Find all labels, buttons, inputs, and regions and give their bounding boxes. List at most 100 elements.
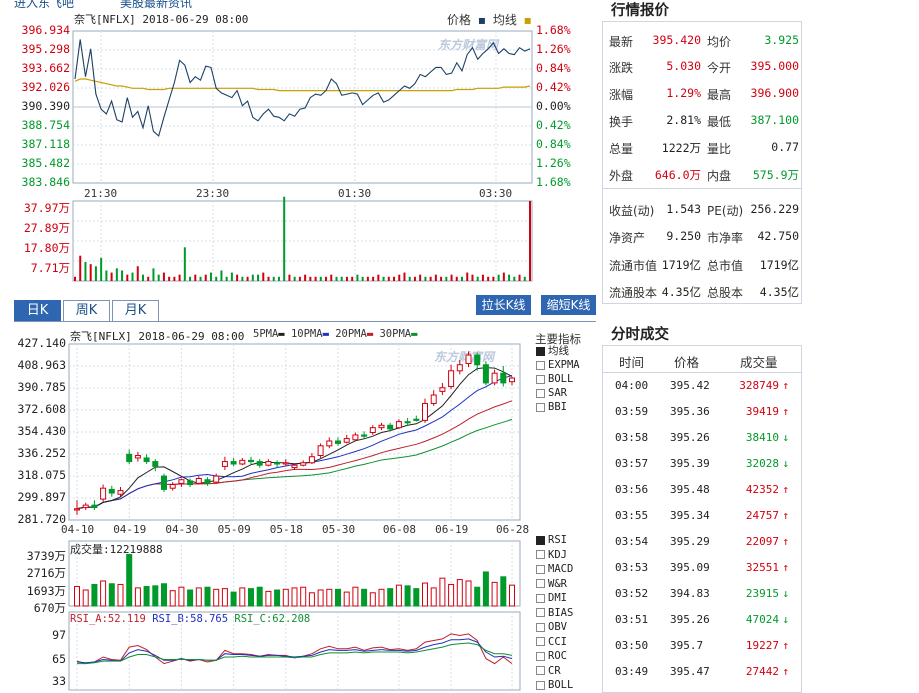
sub-indicator-checkbox[interactable] [536, 593, 545, 603]
intraday-volume-bar [492, 276, 495, 281]
indicator-checkbox[interactable] [536, 360, 545, 370]
kline-volume-bar [248, 588, 254, 607]
intraday-volume-bar [372, 276, 375, 281]
kline-rsi-tick: 97 [52, 628, 66, 642]
intraday-volume-bar [445, 276, 448, 281]
kline-volume-bar [361, 588, 368, 607]
sub-indicator-option[interactable]: BIAS [536, 607, 573, 621]
tab-weekly-k[interactable]: 周K [63, 300, 110, 322]
arrow-up-icon: ↑ [782, 535, 789, 548]
sub-indicator-checkbox[interactable] [536, 535, 545, 545]
candle-body [413, 418, 420, 421]
intraday-chart[interactable] [0, 0, 919, 300]
sub-indicator-checkbox[interactable] [536, 579, 545, 588]
kline-volume-tick: 2716万 [26, 566, 66, 581]
intraday-volume-bar [293, 276, 296, 281]
indicator-option[interactable]: EXPMA [536, 359, 580, 373]
quote-row: 流通市值 1719亿 总市值 1719亿 [603, 251, 801, 277]
candle-body [274, 462, 281, 465]
candle-body [378, 424, 385, 429]
intraday-volume-bar [100, 257, 103, 281]
sub-indicator-checkbox[interactable] [536, 564, 545, 574]
indicator-checkbox[interactable] [536, 374, 545, 384]
sub-indicator-option[interactable]: KDJ [536, 549, 567, 563]
lengthen-k-button[interactable]: 拉长K线 [476, 295, 531, 315]
volume-tick-label: 17.80万 [23, 241, 70, 255]
candle-body [300, 462, 307, 466]
quote-label: 均价 [707, 35, 732, 49]
indicator-checkbox[interactable] [536, 388, 545, 398]
trade-row: 03:56 395.48 42352 ↑ [603, 477, 801, 503]
kline-volume-tick: 3739万 [26, 549, 66, 563]
sub-indicator-option[interactable]: ROC [536, 650, 567, 664]
indicator-checkbox[interactable] [536, 402, 545, 412]
kline-volume-bar [352, 586, 359, 607]
sub-indicator-checkbox[interactable] [536, 651, 545, 661]
sub-indicator-checkbox[interactable] [536, 666, 545, 675]
indicator-option[interactable]: BOLL [536, 373, 573, 387]
kline-volume-bar [221, 588, 228, 607]
candle-body [422, 402, 428, 421]
indicator-option[interactable]: SAR [536, 387, 567, 401]
kline-volume-bar [326, 588, 333, 607]
quote-label: 最低 [707, 115, 732, 129]
kline-date-tick: 04-19 [113, 523, 147, 536]
kline-volume-bar [169, 590, 176, 607]
kline-volume-bar [82, 589, 89, 607]
sub-indicator-option[interactable]: OBV [536, 621, 567, 635]
quote-label: 总量 [609, 142, 634, 156]
ma5-label: 5PMA [253, 328, 279, 340]
kline-volume-bar [413, 588, 420, 607]
intraday-volume-bar [450, 274, 453, 281]
quote-value: 1.543 [666, 202, 701, 216]
sub-indicator-option[interactable]: BOLL [536, 679, 573, 693]
price-tick-label: 392.026 [21, 80, 70, 94]
sub-indicator-option[interactable]: W&R [536, 578, 567, 592]
candle-body [178, 479, 185, 484]
indicator-checkbox[interactable] [536, 346, 545, 356]
intraday-volume-bar [319, 276, 322, 281]
quote-row: 换手 2.81% 最低 387.100 [603, 107, 801, 133]
sub-indicator-option[interactable]: CCI [536, 636, 567, 650]
avg-legend: 均线 [492, 13, 517, 27]
sub-indicator-option[interactable]: MACD [536, 563, 573, 577]
trade-price: 395.47 [670, 665, 710, 678]
volume-tick-label: 7.71万 [30, 261, 70, 275]
sub-indicator-checkbox[interactable] [536, 622, 545, 632]
sub-indicator-checkbox[interactable] [536, 608, 545, 617]
news-link[interactable]: 美股最新资讯 [120, 0, 193, 10]
trade-time: 04:00 [615, 379, 649, 392]
intraday-volume-bar [110, 272, 113, 281]
kline-volume-tick: 1693万 [26, 583, 66, 598]
ma5-swatch: ▬ [278, 328, 285, 340]
quote-value: 646.0万 [654, 168, 701, 182]
indicator-option[interactable]: BBI [536, 401, 567, 415]
forum-link[interactable]: 进入东飞吧 [14, 0, 75, 10]
trade-time: 03:52 [615, 587, 649, 600]
candle-body [509, 377, 515, 383]
sub-indicator-option[interactable]: RSI [536, 534, 567, 548]
kline-price-tick: 281.720 [17, 512, 66, 526]
shorten-k-button[interactable]: 缩短K线 [541, 295, 596, 315]
sub-indicator-label: OBV [548, 621, 567, 633]
kline-volume-bar [308, 592, 315, 607]
kline-volume-bar [448, 583, 455, 607]
trade-time: 03:55 [615, 509, 649, 522]
sub-indicator-option[interactable]: DMI [536, 592, 567, 606]
sub-indicator-checkbox[interactable] [536, 550, 545, 559]
kline-volume-tick: 670万 [33, 601, 66, 615]
trade-volume: 38410 [745, 431, 779, 444]
intraday-volume-bar [466, 272, 469, 281]
intraday-volume-bar [272, 276, 275, 281]
sub-indicator-checkbox[interactable] [536, 680, 545, 690]
sub-indicator-checkbox[interactable] [536, 637, 545, 646]
sub-indicator-option[interactable]: CR [536, 665, 561, 679]
intraday-volume-bar [529, 200, 531, 281]
time-tick-label: 01:30 [338, 187, 372, 200]
candle-body [326, 440, 333, 447]
price-tick-label: 393.662 [21, 61, 70, 75]
indicator-option[interactable]: 均线 [536, 345, 569, 359]
kline-volume-bar [108, 583, 115, 607]
